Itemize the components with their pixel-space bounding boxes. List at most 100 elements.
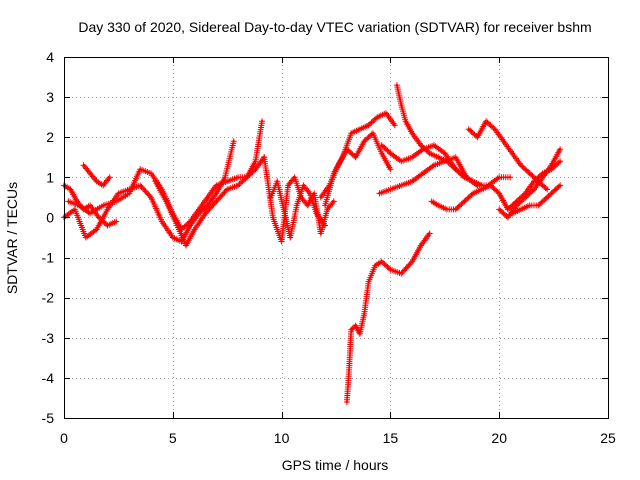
x-tick-label: 25 — [600, 430, 616, 446]
data-point — [226, 188, 229, 191]
data-point — [254, 160, 257, 163]
data-point — [528, 172, 531, 175]
data-point — [223, 176, 227, 179]
data-point — [476, 136, 479, 139]
data-point — [189, 220, 192, 223]
data-point — [463, 200, 466, 203]
data-point — [215, 200, 218, 203]
data-point — [271, 216, 275, 219]
data-point — [558, 184, 562, 187]
data-point — [350, 328, 353, 331]
data-point — [280, 240, 283, 243]
data-point — [82, 164, 85, 167]
y-tick-label: -5 — [42, 410, 55, 426]
data-point — [411, 156, 414, 159]
data-point — [323, 224, 327, 227]
data-point — [558, 148, 562, 151]
data-point — [276, 180, 279, 183]
data-point — [432, 164, 436, 167]
data-point — [286, 184, 290, 187]
series-markers — [378, 142, 481, 189]
data-point — [467, 128, 470, 131]
data-point — [97, 216, 101, 219]
data-point — [550, 164, 553, 167]
y-tick-label: 4 — [46, 49, 54, 65]
data-point — [454, 168, 457, 171]
data-point — [471, 192, 475, 195]
data-point — [506, 216, 510, 219]
data-point — [421, 148, 425, 151]
series-track-13 — [378, 142, 481, 189]
data-point — [106, 224, 109, 227]
data-point — [117, 192, 120, 195]
data-point — [537, 204, 540, 207]
data-point — [269, 196, 272, 199]
data-point — [465, 176, 468, 179]
data-point — [480, 188, 483, 191]
data-point — [245, 176, 248, 179]
data-point — [515, 204, 518, 207]
data-point — [419, 144, 423, 147]
data-point — [502, 140, 505, 143]
data-point — [430, 200, 433, 203]
series-layer — [61, 82, 564, 405]
data-point — [236, 184, 240, 187]
data-point — [498, 208, 501, 211]
series-track-12 — [393, 82, 485, 189]
data-point — [519, 208, 523, 211]
data-point — [184, 244, 188, 247]
data-point — [313, 192, 316, 195]
x-axis-title: GPS time / hours — [282, 457, 389, 473]
data-point — [337, 164, 340, 167]
data-point — [476, 184, 479, 187]
data-point — [554, 188, 557, 191]
data-point — [171, 236, 174, 239]
y-tick-label: 0 — [46, 209, 54, 225]
data-point — [149, 172, 153, 175]
data-point — [102, 204, 105, 207]
data-point — [154, 180, 157, 183]
data-point — [108, 176, 111, 179]
data-point — [232, 140, 235, 143]
data-point — [149, 196, 153, 199]
series-line — [63, 140, 235, 243]
series-markers — [80, 162, 113, 189]
y-tick-label: -4 — [42, 370, 55, 386]
data-point — [558, 160, 562, 163]
data-point — [493, 128, 496, 131]
data-point — [419, 244, 423, 247]
plot-frame — [64, 57, 609, 419]
y-tick-label: 3 — [46, 89, 54, 105]
data-point — [498, 192, 501, 195]
data-point — [95, 228, 98, 231]
data-point — [371, 132, 375, 135]
data-point — [332, 200, 335, 203]
data-point — [454, 208, 457, 211]
data-point — [541, 176, 544, 179]
series-track-16 — [496, 146, 564, 221]
data-point — [295, 204, 298, 207]
data-point — [524, 192, 527, 195]
data-point — [498, 176, 501, 179]
data-point — [428, 152, 431, 155]
data-point — [95, 180, 98, 183]
data-point — [328, 184, 331, 187]
data-point — [445, 208, 449, 211]
y-tick-label: -3 — [42, 330, 55, 346]
data-point — [511, 152, 514, 155]
data-point — [519, 164, 523, 167]
data-point — [484, 120, 488, 123]
data-point — [411, 260, 414, 263]
data-point — [428, 232, 431, 235]
series-track-17 — [509, 182, 564, 217]
data-point — [326, 208, 329, 211]
data-point — [206, 196, 209, 199]
data-point — [389, 188, 392, 191]
data-point — [319, 232, 322, 235]
data-point — [128, 192, 131, 195]
series-markers — [393, 82, 485, 189]
data-point — [389, 268, 392, 271]
data-point — [400, 184, 403, 187]
series-track-7 — [267, 178, 329, 241]
